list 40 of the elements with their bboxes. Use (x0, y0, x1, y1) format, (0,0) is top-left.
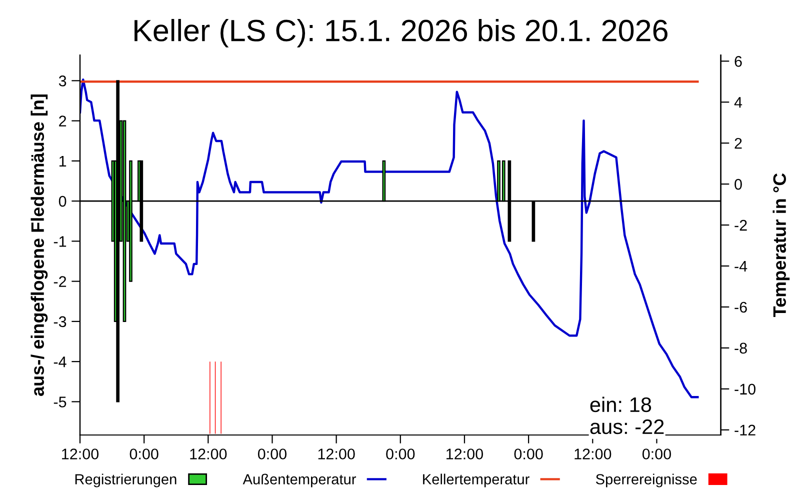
y-tick-label: -5 (54, 396, 66, 408)
y2-tick-label: -10 (734, 384, 756, 395)
y2-tick-label: -6 (734, 302, 747, 313)
y-axis-title: aus-/ eingeflogene Fledermäuse [n] (30, 94, 48, 396)
y2-tick-label: 0 (734, 178, 742, 190)
y-tick-label: 3 (58, 76, 66, 86)
chart-title: Keller (LS C): 15.1. 2026 bis 20.1. 2026 (134, 18, 668, 48)
y-tick-label: 1 (59, 156, 66, 166)
x-tick-label: 0:00 (130, 448, 158, 460)
line-series (80, 78, 699, 398)
bar (116, 80, 120, 402)
x-tick-label: 12:00 (446, 448, 483, 460)
x-tick-label: 12:00 (62, 448, 99, 460)
y2-tick-label: -8 (734, 342, 747, 354)
legend-label: Kellertemperatur (423, 474, 530, 488)
y-tick-label: -2 (54, 276, 66, 287)
y-tick-label: -1 (54, 236, 66, 247)
y2-tick-label: -2 (734, 220, 747, 231)
x-tick-label: 12:00 (318, 448, 355, 460)
y2-tick-label: -12 (734, 424, 756, 436)
y-tick-label: -4 (54, 356, 66, 368)
legend-label: Registrierungen (75, 474, 176, 488)
y-tick-label: 0 (58, 196, 66, 207)
x-tick-label: 12:00 (574, 448, 612, 460)
x-tick-label: 0:00 (514, 448, 543, 460)
y2-tick-label: -4 (734, 261, 748, 272)
y2-tick-label: 4 (734, 97, 742, 108)
y2-tick-label: 6 (734, 56, 742, 67)
x-tick-label: 0:00 (386, 448, 415, 460)
x-tick-label: 0:00 (642, 448, 671, 460)
y2-tick-label: 2 (734, 138, 742, 149)
x-tick-label: 12:00 (190, 448, 227, 460)
y-tick-label: 2 (59, 116, 66, 126)
annotation: aus: -22 (590, 419, 664, 434)
legend-label: Außentemperatur (242, 474, 356, 488)
x-tick-label: 0:00 (258, 448, 287, 460)
legend-label: Sperrereignisse (596, 474, 697, 488)
y2-axis-title: Temperatur in °C (772, 173, 790, 317)
y-tick-label: -3 (54, 316, 66, 328)
annotation: ein: 18 (590, 396, 652, 412)
